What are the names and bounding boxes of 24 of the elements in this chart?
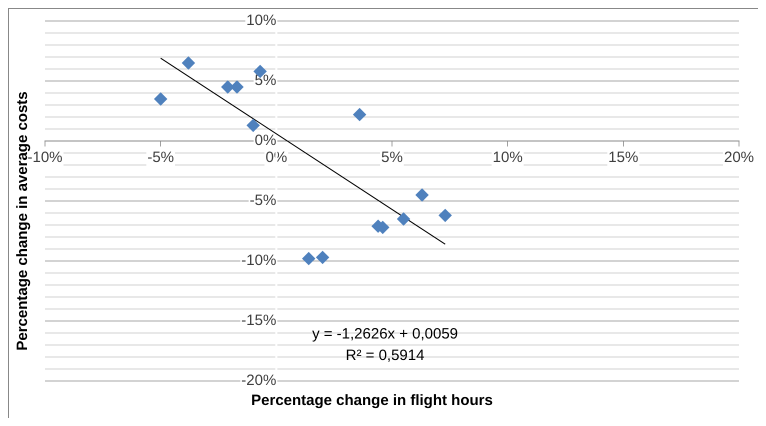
annotation: y = -1,2626x + 0,0059: [312, 325, 458, 342]
y-tick-label: -15%: [241, 312, 276, 330]
point: [154, 92, 168, 106]
point: [416, 188, 429, 202]
y-tick-label: 10%: [246, 12, 276, 30]
y-tick-label: -5%: [250, 192, 276, 210]
annotation: R² = 0,5914: [346, 346, 424, 364]
x-tick-label: -5%: [147, 149, 174, 166]
point: [302, 252, 316, 266]
y-tick-label: 0%: [254, 132, 276, 150]
x-tick-label: 20%: [724, 149, 754, 166]
y-tick-label: -10%: [241, 252, 276, 270]
y-tick-label: -20%: [241, 372, 276, 390]
point: [230, 80, 244, 94]
point: [246, 118, 260, 132]
point: [316, 250, 330, 264]
x-axis-title: Percentage change in flight hours: [251, 392, 493, 410]
x-tick-label: 10%: [492, 149, 523, 166]
point: [353, 108, 366, 122]
x-tick-label: 15%: [608, 149, 638, 166]
point: [182, 56, 195, 70]
point: [438, 208, 452, 222]
point: [397, 212, 410, 226]
x-tick-label: 5%: [381, 149, 403, 166]
